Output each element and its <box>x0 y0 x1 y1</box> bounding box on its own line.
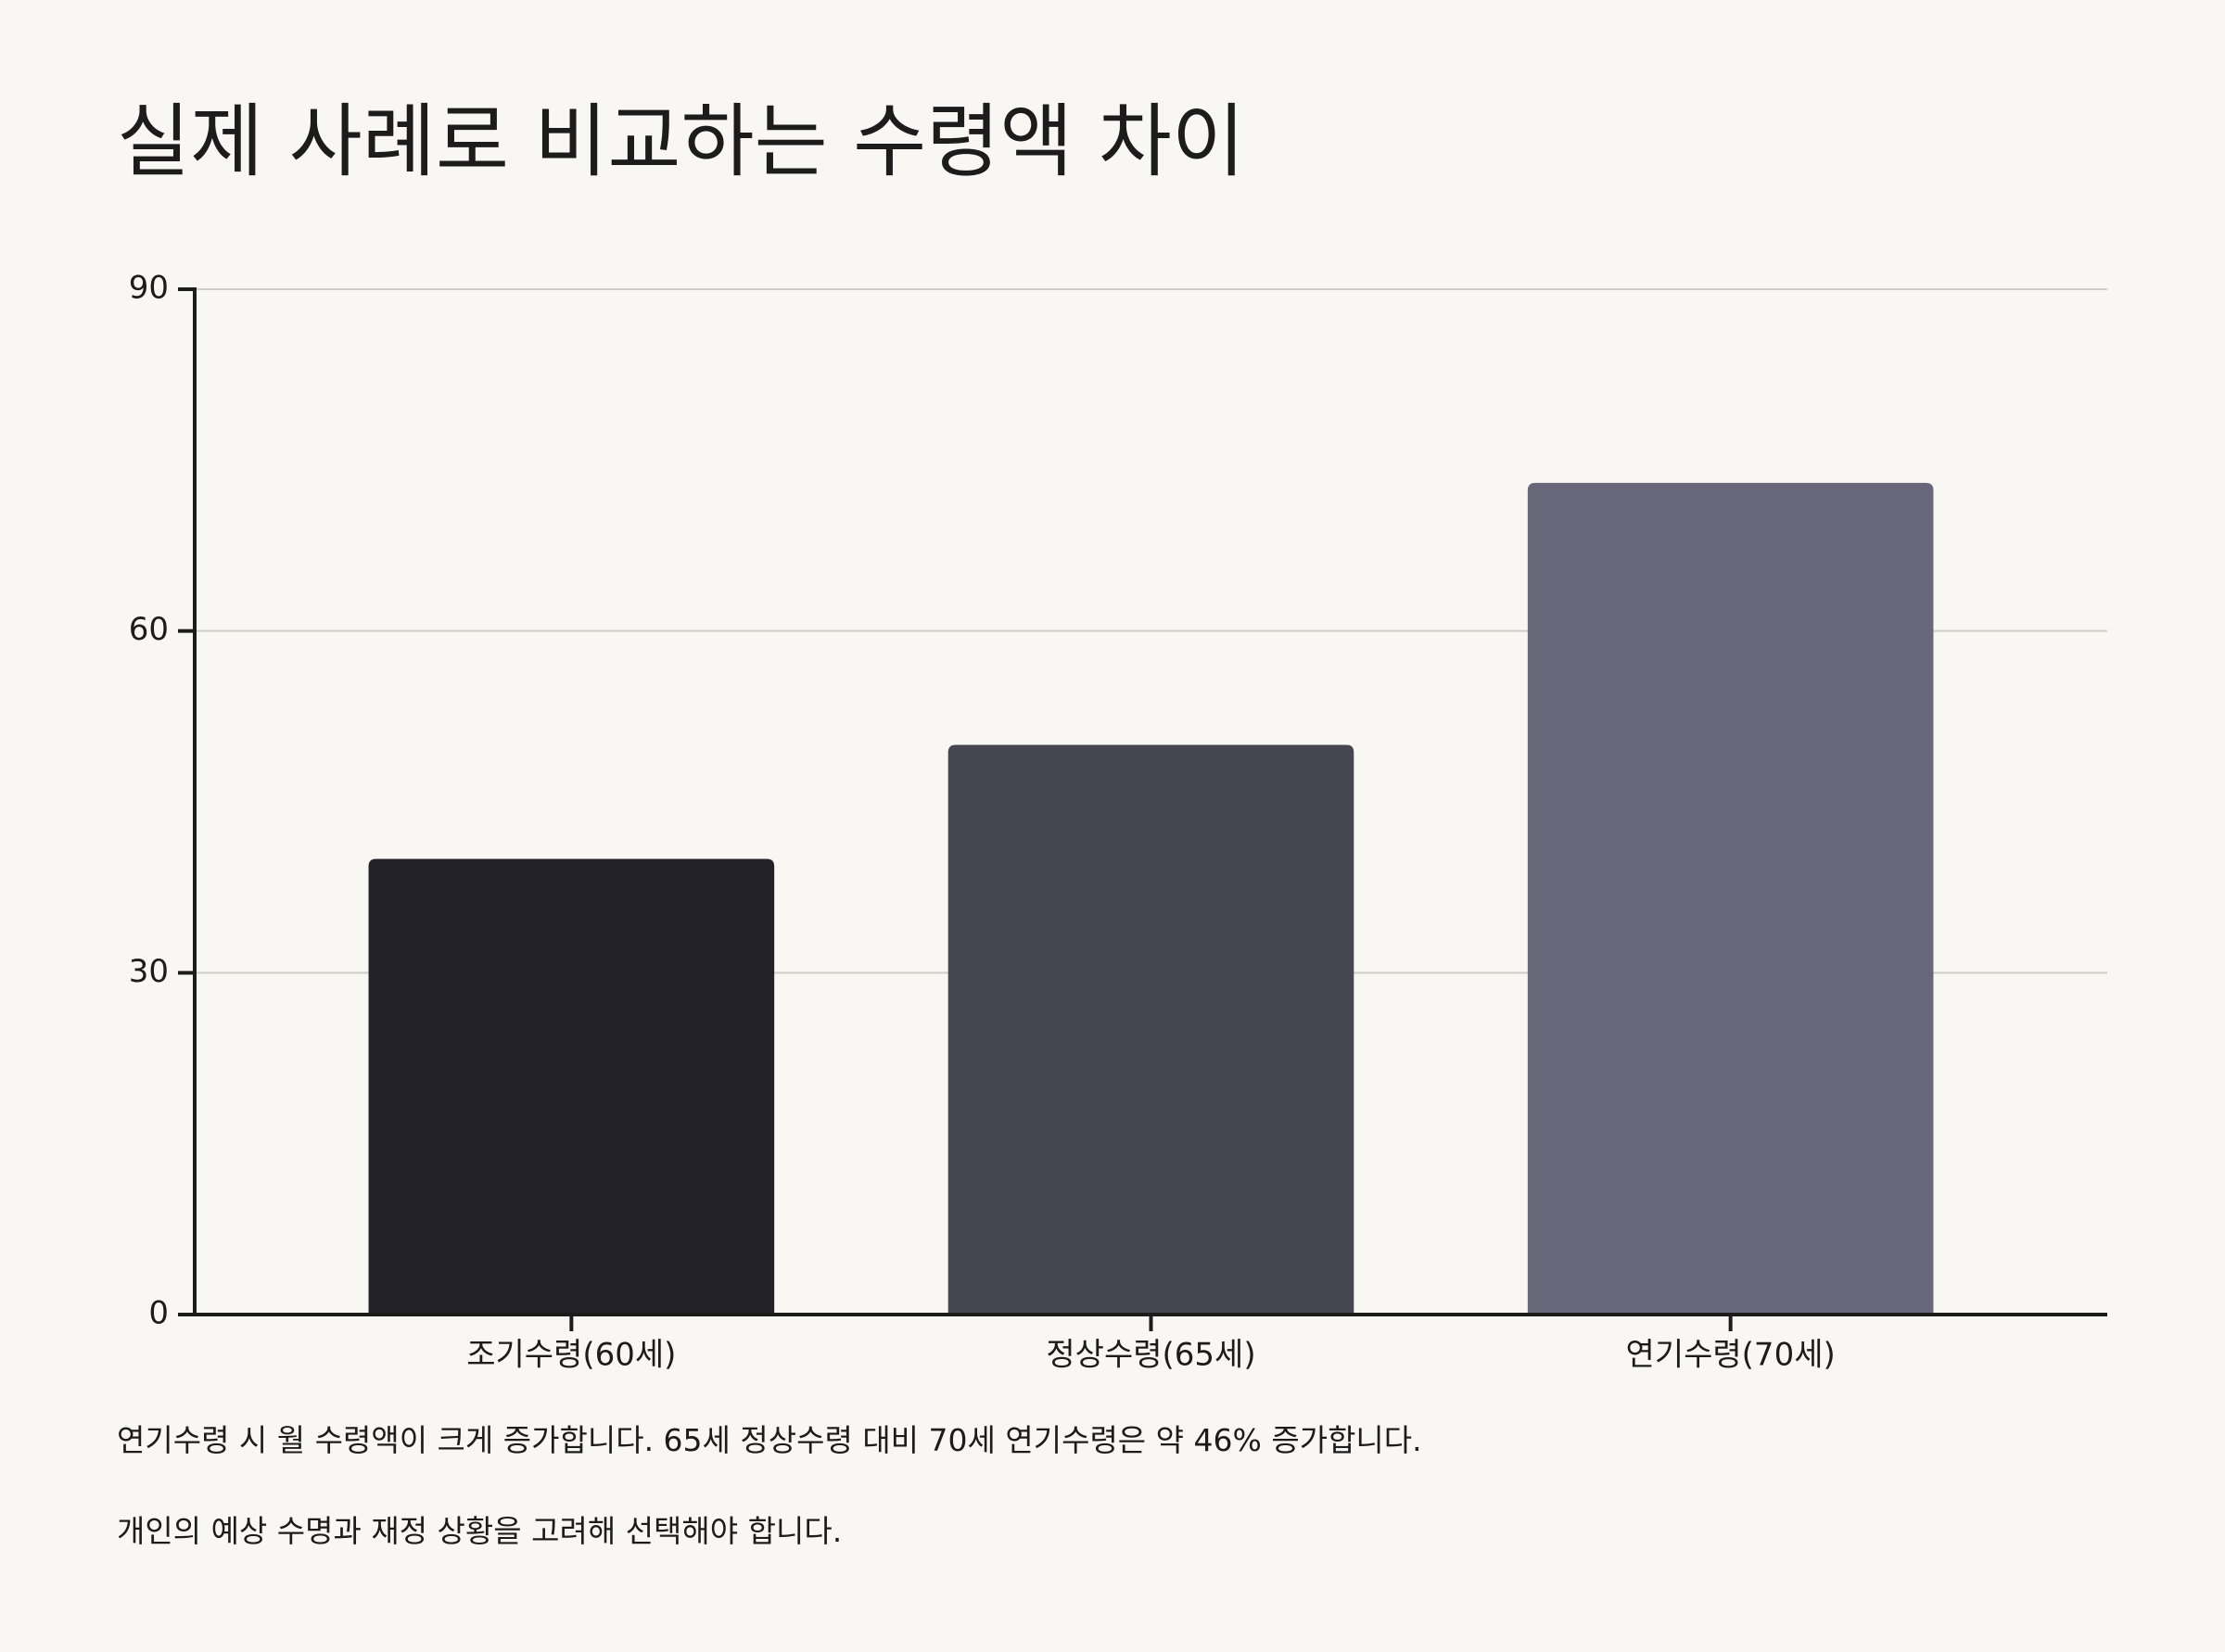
bar <box>368 858 775 1315</box>
y-tick-label: 90 <box>129 270 169 307</box>
note: 연기수령 시 월 수령액이 크게 증가합니다. 65세 정상수령 대비 70세 … <box>117 1422 1422 1458</box>
bar <box>947 744 1354 1315</box>
y-tick-label: 30 <box>129 953 169 990</box>
y-tick-label: 0 <box>148 1295 169 1332</box>
x-tick-label: 조기수령(60세) <box>466 1337 676 1374</box>
note: 개인의 예상 수명과 재정 상황을 고려해 선택해야 합니다. <box>117 1513 842 1549</box>
bar <box>1527 482 1934 1315</box>
x-tick-label: 연기수령(70세) <box>1626 1337 1836 1374</box>
chart-title: 실제 사례로 비교하는 수령액 차이 <box>117 95 1245 188</box>
x-tick-label: 정상수령(65세) <box>1046 1337 1255 1374</box>
y-tick-label: 60 <box>129 611 169 648</box>
